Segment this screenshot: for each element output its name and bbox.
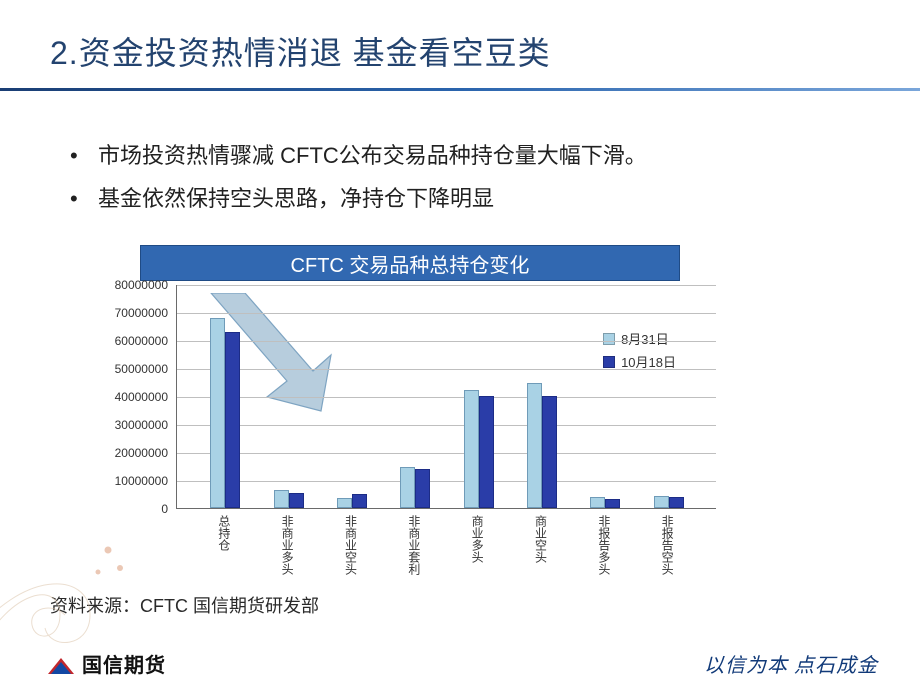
bar-group [210, 318, 240, 508]
x-tick-label: 非商业套利 [406, 515, 423, 575]
gridline [177, 341, 716, 342]
legend-swatch [603, 333, 615, 345]
bar-group [590, 497, 620, 508]
y-tick-label: 30000000 [115, 418, 168, 432]
x-tick-label: 商业多头 [469, 515, 486, 563]
bullet-item: • 基金依然保持空头思路，净持仓下降明显 [70, 178, 647, 221]
x-axis: 总持仓非商业多头非商业空头非商业套利商业多头商业空头非报告多头非报告空头 [176, 509, 716, 563]
bar-series-2 [479, 396, 494, 508]
bullet-list: • 市场投资热情骤减 CFTC公布交易品种持仓量大幅下滑。 • 基金依然保持空头… [70, 135, 647, 221]
bar-series-1 [210, 318, 225, 508]
bar-series-2 [289, 493, 304, 508]
y-tick-label: 0 [161, 502, 168, 516]
bar-series-1 [527, 383, 542, 508]
title-underline [0, 88, 920, 91]
bar-group [464, 390, 494, 508]
chart-title: CFTC 交易品种总持仓变化 [140, 245, 680, 281]
bullet-marker: • [70, 178, 98, 221]
gridline [177, 369, 716, 370]
slide-footer: 国信期货 以信为本 点石成金 [0, 638, 920, 690]
brand-slogan: 以信为本 点石成金 [704, 649, 878, 678]
y-tick-label: 40000000 [115, 390, 168, 404]
y-tick-label: 70000000 [115, 306, 168, 320]
chart-container: CFTC 交易品种总持仓变化 0 10000000 20000000 30000000… [90, 245, 730, 563]
bullet-marker: • [70, 135, 98, 178]
bar-series-2 [352, 494, 367, 508]
bullet-text: 市场投资热情骤减 CFTC公布交易品种持仓量大幅下滑。 [98, 135, 647, 178]
bar-series-2 [225, 332, 240, 508]
legend-item: 8月31日 [603, 329, 676, 348]
bar-group [400, 467, 430, 508]
x-tick-label: 非商业多头 [279, 515, 296, 575]
bar-series-2 [415, 469, 430, 508]
bar-series-1 [337, 498, 352, 508]
bar-series-1 [654, 496, 669, 508]
y-tick-label: 80000000 [115, 278, 168, 292]
x-tick-label: 商业空头 [533, 515, 550, 563]
y-tick-label: 20000000 [115, 446, 168, 460]
chart-plot: 0 10000000 20000000 30000000 40000000 5000000… [90, 285, 730, 563]
gridline [177, 285, 716, 286]
bar-series-2 [605, 499, 620, 508]
bar-series-1 [274, 490, 289, 508]
bullet-text: 基金依然保持空头思路，净持仓下降明显 [98, 178, 494, 221]
bullet-item: • 市场投资热情骤减 CFTC公布交易品种持仓量大幅下滑。 [70, 135, 647, 178]
logo-mark-icon [48, 654, 74, 674]
bar-group [527, 383, 557, 508]
bar-series-1 [464, 390, 479, 508]
bar-group [274, 490, 304, 508]
y-axis: 0100000002000000030000000400000005000000… [90, 285, 172, 509]
bar-group [337, 494, 367, 508]
gridline [177, 313, 716, 314]
gridline [177, 481, 716, 482]
x-tick-label: 非报告多头 [596, 515, 613, 575]
gridline [177, 425, 716, 426]
legend-label: 8月31日 [621, 329, 669, 348]
x-tick-label: 非商业空头 [343, 515, 360, 575]
x-tick-label: 总持仓 [216, 515, 233, 551]
bar-series-2 [669, 497, 684, 508]
y-tick-label: 10000000 [115, 474, 168, 488]
x-tick-label: 非报告空头 [659, 515, 676, 575]
y-tick-label: 60000000 [115, 334, 168, 348]
gridline [177, 397, 716, 398]
gridline [177, 453, 716, 454]
legend-swatch [603, 356, 615, 368]
y-tick-label: 50000000 [115, 362, 168, 376]
bar-series-1 [400, 467, 415, 508]
brand-name: 国信期货 [82, 649, 166, 678]
bar-group [654, 496, 684, 508]
brand-logo: 国信期货 [48, 649, 166, 678]
bar-series-2 [542, 396, 557, 508]
slide-title: 2.资金投资热情消退 基金看空豆类 [50, 28, 551, 74]
plot-area: 8月31日 10月18日 [176, 285, 716, 509]
bar-series-1 [590, 497, 605, 508]
